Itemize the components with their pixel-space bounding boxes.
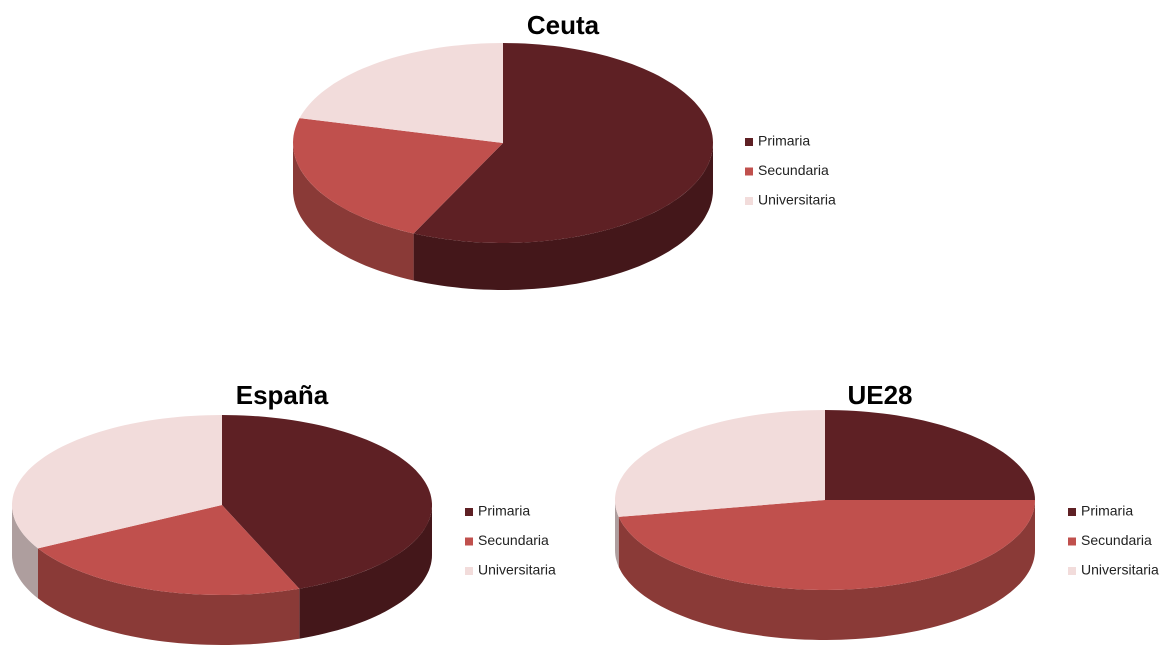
legend-swatch [1068, 567, 1076, 575]
legend-label: Secundaria [1081, 532, 1152, 548]
legend-swatch [745, 167, 753, 176]
legend-swatch [745, 197, 753, 205]
legend-label: Secundaria [758, 162, 829, 178]
legend-label: Universitaria [1081, 562, 1159, 578]
chart-title: UE28 [847, 380, 912, 410]
legend-label: Primaria [758, 133, 810, 149]
legend-label: Secundaria [478, 532, 549, 548]
pie-slice [413, 43, 713, 243]
legend-label: Primaria [1081, 503, 1133, 519]
pie-slice-side [618, 500, 1035, 640]
pie-slice [615, 410, 825, 517]
legend-label: Universitaria [478, 562, 556, 578]
pie-slice-side [12, 505, 38, 599]
pie-slice-side [38, 548, 300, 645]
legend-label: Primaria [478, 503, 530, 519]
pie-slice [38, 505, 300, 595]
chart-title: Ceuta [527, 10, 600, 40]
legend-swatch [465, 567, 473, 575]
legend-swatch [745, 138, 753, 146]
pie-slice [12, 415, 222, 549]
pie-slice-side [299, 505, 432, 639]
pie-slice [299, 43, 503, 143]
legend-label: Universitaria [758, 192, 836, 208]
pie-slice-side [293, 143, 414, 281]
pie-slice [618, 500, 1035, 590]
chart-title: España [236, 380, 329, 410]
pie-slice [293, 118, 503, 234]
pie-slice-side [413, 143, 713, 290]
pie-slice [222, 415, 432, 589]
legend-swatch [465, 537, 473, 546]
legend-swatch [1068, 537, 1076, 546]
legend-swatch [465, 508, 473, 516]
legend-swatch [1068, 508, 1076, 516]
pie-slice-side [615, 500, 619, 567]
pie-slice [825, 410, 1035, 500]
